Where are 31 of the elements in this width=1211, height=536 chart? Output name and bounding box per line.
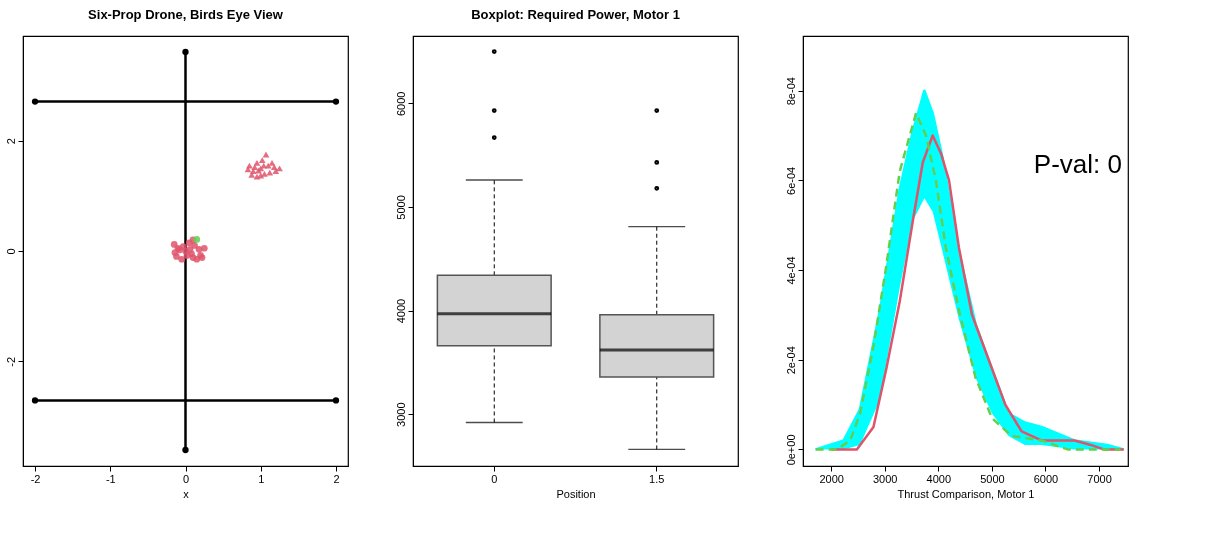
x-tick-label: 3000 [872, 472, 898, 485]
x-tick-label: 5000 [980, 472, 1005, 485]
y-tick-label: 0 [4, 248, 17, 255]
x-tick-label: 4000 [926, 472, 952, 485]
y-tick-label: 6000 [394, 91, 407, 117]
x-axis-title: Position [556, 487, 596, 500]
annotation: P-val: 0 [1033, 149, 1122, 179]
y-tick-label: 5000 [394, 195, 407, 220]
x-tick-label: 6000 [1033, 472, 1059, 485]
x-axis-title: x [183, 487, 190, 500]
y-tick-label: 4e-04 [784, 256, 797, 285]
x-tick-label: -2 [30, 472, 41, 485]
y-tick-label: 4000 [394, 298, 407, 324]
y-tick-label: 6e-04 [784, 166, 797, 195]
x-tick-label: 0 [491, 472, 498, 485]
y-tick-label: 8e-04 [784, 77, 797, 106]
y-tick-label: 3000 [394, 402, 407, 427]
chart-title: Boxplot: Required Power, Motor 1 [471, 7, 680, 22]
chart-title: Six-Prop Drone, Birds Eye View [88, 7, 284, 22]
x-tick-label: 0 [182, 472, 190, 485]
x-axis-title: Thrust Comparison, Motor 1 [897, 487, 1035, 500]
x-tick-label: 2 [333, 472, 340, 485]
y-tick-label: 2 [4, 138, 17, 145]
y-tick-label: -2 [4, 356, 17, 367]
x-tick-label: 7000 [1087, 472, 1112, 485]
y-tick-label: 2e-04 [784, 346, 797, 375]
x-tick-label: 1 [258, 472, 265, 485]
y-tick-label: 0e+00 [784, 434, 797, 466]
x-tick-label: -1 [105, 472, 116, 485]
x-tick-label: 1.5 [649, 472, 665, 485]
x-tick-label: 2000 [819, 472, 844, 485]
